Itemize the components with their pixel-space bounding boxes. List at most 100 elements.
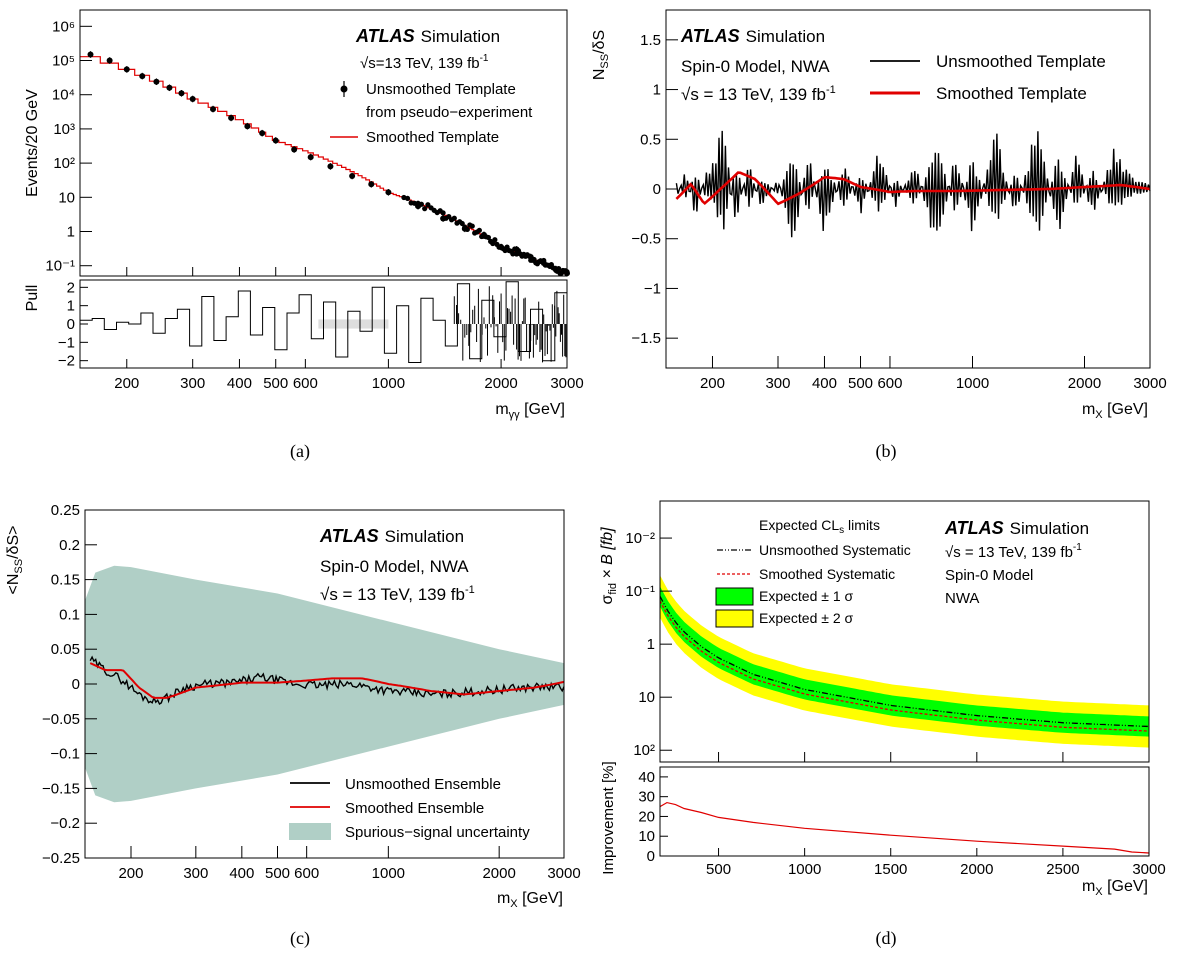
x-tick-label: 1000 [372,865,405,882]
data-point [87,51,94,58]
legend-entry-smoothed: Smoothed Template [366,129,499,146]
panel-d: 500 1000 1500 2000 2500 3000 10² 10 1 10⁻¹ 10⁻² 40 3… [599,500,1166,949]
panel-a: 200 300 400 500 600 1000 2000 300010⁻¹11010²10³… [24,9,584,462]
x-tick-label: 400 [227,375,252,392]
x-tick-label: 600 [877,375,902,392]
y-tick-label: −0.15 [42,780,80,797]
y-tick-label: −0.5 [631,231,661,248]
data-point [492,237,498,243]
data-point [485,234,492,241]
panel-b-energy: √s = 13 TeV, 139 fb-1 [681,84,836,104]
y-tick-label: −1.5 [631,330,661,347]
improvement-y-tick-label: 0 [647,848,655,865]
data-point [259,130,266,137]
improvement-y-tick-label: 40 [638,769,655,786]
x-tick-label: 200 [114,375,139,392]
data-point [189,95,196,102]
x-tick-label: 2000 [482,865,515,882]
legend-entry-2sigma: Expected ± 2 σ [759,610,854,626]
y-tick-label: 0.2 [59,537,80,554]
legend-entry-smoothed-systematic: Smoothed Systematic [759,566,895,582]
panel-d-bottom-frame [659,766,1150,857]
data-point [526,253,532,259]
pull-histogram [80,281,567,363]
x-tick-label: 500 [265,865,290,882]
panel-d-xlabel: mX [GeV] [1082,878,1148,898]
panel-a-pull-label: Pull [24,285,41,312]
panel-a-top-frame [79,9,568,277]
data-point [440,210,446,216]
x-tick-label: 3000 [1132,861,1165,878]
x-tick-label: 500 [263,375,288,392]
panel-d-improvement-label: Improvement [%] [600,761,617,874]
panel-b-model: Spin-0 Model, NWA [681,57,830,76]
data-point [153,78,160,85]
y-tick-label: 0.05 [51,641,80,658]
smoothed-template-line [675,171,1151,206]
data-point [272,137,279,144]
panel-a-energy: √s=13 TeV, 139 fb-1 [360,53,489,72]
pull-y-tick-label: 0 [67,316,75,333]
x-tick-label: 200 [700,375,725,392]
panel-b-xlabel: mX [GeV] [1082,401,1148,421]
y-tick-label: 10 [58,189,75,206]
y-tick-label: −0.25 [42,850,80,867]
data-point [291,146,298,153]
data-point [490,240,496,247]
x-tick-label: 300 [765,375,790,392]
x-tick-label: 200 [118,865,143,882]
data-point [349,172,356,179]
x-tick-label: 300 [180,375,205,392]
x-tick-label: 500 [706,861,731,878]
y-tick-label: 10⁻¹ [45,258,75,275]
caption-c: (c) [290,928,310,949]
data-point [307,154,314,161]
x-tick-label: 2000 [1068,375,1101,392]
improvement-y-tick-label: 30 [638,789,655,806]
caption-b: (b) [876,441,897,462]
legend-entry-unsmoothed-cont: from pseudo−experiment [366,104,533,121]
panel-c-model: Spin-0 Model, NWA [320,557,469,576]
x-tick-label: 1500 [874,861,907,878]
y-tick-label: 0.15 [51,572,80,589]
y-tick-label: 0 [653,181,661,198]
panel-d-top-frame [659,500,1150,763]
panel-c-ylabel: <NSS/δS> [5,526,25,595]
panel-b-legend: Unsmoothed Template Smoothed Template [870,52,1106,103]
data-point [166,84,173,91]
x-tick-label: 600 [294,865,319,882]
panel-b-atlas-label: ATLAS Simulation [680,26,825,46]
data-point [139,73,146,80]
data-point [469,223,475,229]
improvement-y-tick-label: 20 [638,808,655,825]
x-tick-label: 3000 [550,375,583,392]
y-tick-label: 0.25 [51,502,80,519]
legend-entry-spurious-signal: Spurious−signal uncertainty [345,824,530,841]
data-point [385,189,392,196]
y-tick-label: 10 [638,689,655,706]
data-point [451,215,457,221]
pull-y-tick-label: −1 [58,334,75,351]
data-point [541,257,547,264]
y-tick-label: 10³ [53,121,75,138]
x-tick-label: 2500 [1046,861,1079,878]
legend-title: Expected CLs limits [759,517,880,536]
legend-entry-unsmoothed-systematic: Unsmoothed Systematic [759,542,911,558]
y-tick-label: 10⁵ [52,53,75,70]
y-tick-label: 10⁴ [52,87,75,104]
panel-d-legend: Expected CLs limits Unsmoothed Systemati… [715,517,911,628]
y-tick-label: 1 [67,224,75,241]
caption-d: (d) [876,928,897,949]
data-point [210,106,217,113]
pull-band [318,319,389,329]
panel-a-ylabel: Events/20 GeV [24,89,41,197]
smoothed-systematic-line [659,600,1150,732]
x-tick-label: 300 [183,865,208,882]
data-point [464,226,470,233]
data-point [556,265,562,272]
legend-marker-dot [340,85,348,93]
legend-entry-unsmoothed: Unsmoothed Template [366,81,516,98]
panel-b: 200 300 400 500 600 1000 2000 3000 1.5 1 0.5 0 −0.5 −… [591,9,1167,462]
data-point [368,181,375,188]
